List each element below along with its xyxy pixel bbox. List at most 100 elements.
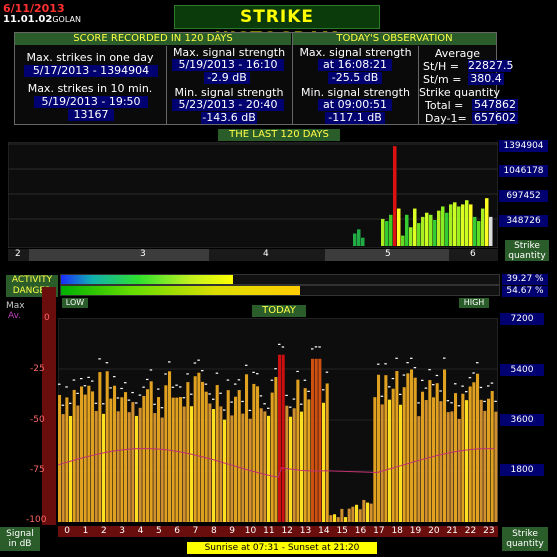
hour-bar: [446, 412, 450, 522]
hour-bar: [164, 385, 168, 522]
hour-bar: [421, 391, 425, 522]
hour-bar: [146, 389, 150, 522]
day-bar: [429, 214, 433, 246]
hour-bar: [142, 395, 146, 522]
hour-bar: [285, 405, 289, 522]
max-marker: [325, 371, 329, 373]
max-marker: [248, 409, 252, 412]
hour-bar: [102, 413, 106, 522]
max-marker: [219, 392, 222, 394]
hour-bar: [223, 419, 227, 522]
danger-meter-fill: [61, 286, 301, 295]
hour-bar: [435, 383, 439, 522]
qty-tick: 1800: [500, 464, 544, 476]
month-label: 5: [385, 249, 391, 259]
max-marker: [281, 346, 285, 348]
hour-bar: [171, 397, 175, 522]
max-marker: [417, 402, 420, 404]
hour-tick: 2: [100, 526, 107, 536]
max-marker: [483, 400, 486, 403]
hour-bar: [303, 388, 307, 522]
hour-tick: 17: [373, 526, 385, 536]
hour-tick: 3: [119, 526, 126, 536]
label-line: Strike: [514, 241, 540, 251]
total-label: Total =: [425, 99, 464, 112]
max-marker: [263, 403, 266, 405]
day-bar: [437, 210, 441, 246]
max-marker: [446, 400, 450, 402]
max-marker: [377, 363, 380, 365]
version-text: 11.01.02: [3, 14, 53, 25]
max-marker: [384, 363, 387, 365]
max-marker: [61, 404, 65, 406]
hour-tick: 0: [64, 526, 71, 536]
hour-bar: [391, 388, 395, 522]
max-marker: [168, 361, 171, 363]
max-marker: [226, 379, 230, 381]
hour-bar: [457, 418, 461, 522]
danger-meter: [60, 285, 500, 296]
max-marker: [215, 372, 219, 374]
hour-bar: [230, 415, 234, 522]
hour-bar: [267, 415, 271, 522]
legend-max: Max: [6, 301, 25, 311]
hour-bar: [395, 371, 399, 522]
month-band: [325, 249, 449, 261]
min-signal-label: Min. signal strength: [174, 86, 284, 99]
hour-bar: [252, 383, 256, 522]
version-station: 11.01.02GOLAN: [3, 14, 81, 25]
day-bar: [413, 208, 417, 246]
max-marker: [105, 362, 109, 364]
day-bar: [477, 221, 481, 246]
today-max-signal-label: Max. signal strength: [299, 46, 412, 59]
max-marker: [413, 367, 417, 369]
hour-bar: [413, 377, 417, 522]
hour-bar: [490, 391, 494, 522]
max-marker: [494, 400, 497, 402]
day-bar: [489, 216, 493, 246]
max-marker: [450, 402, 453, 404]
month-band: [8, 249, 29, 261]
max-marker: [175, 384, 178, 386]
max-marker: [142, 386, 145, 388]
max-marker: [259, 395, 263, 397]
label-line: Strike: [512, 529, 538, 539]
max-marker: [72, 379, 76, 381]
hour-bar: [465, 400, 469, 522]
hour-tick: 22: [464, 526, 477, 536]
hour-bar: [98, 372, 102, 522]
db-tick: -50: [30, 415, 45, 425]
max-marker: [278, 343, 281, 345]
day-bar: [381, 218, 385, 246]
hour-bar: [344, 517, 348, 522]
hour-bar: [72, 389, 76, 522]
max-marker: [212, 398, 215, 400]
hour-tick: 11: [263, 526, 275, 536]
max-marker: [395, 357, 398, 359]
max-marker: [186, 373, 189, 375]
hour-bar: [322, 402, 326, 522]
hour-bar: [307, 399, 311, 522]
hour-bar: [94, 411, 98, 522]
hour-bar: [443, 369, 447, 522]
max-marker: [102, 403, 105, 405]
hour-tick: 23: [483, 526, 495, 536]
hour-bar: [204, 391, 208, 522]
hour-bar: [208, 403, 212, 522]
hour-bar: [432, 397, 436, 522]
max-marker: [164, 373, 167, 375]
db-tick: -25: [30, 364, 45, 374]
stm-value: 380.4: [468, 73, 504, 85]
max-marker: [157, 388, 160, 390]
sunset-text: Sunset at 21:20: [287, 543, 360, 553]
page-title: STRIKE HISTOGRAM: [174, 5, 380, 49]
max-marker: [245, 364, 248, 366]
day-bar: [457, 206, 461, 246]
month-band: [29, 249, 209, 261]
sunrise-text: Sunrise at 07:31: [204, 543, 279, 553]
hour-bar: [336, 517, 340, 522]
day-bar: [385, 221, 389, 246]
day-bar: [397, 208, 401, 246]
max-10min-date: 5/19/2013 - 19:50: [34, 96, 148, 108]
qty-tick: 7200: [500, 313, 544, 325]
